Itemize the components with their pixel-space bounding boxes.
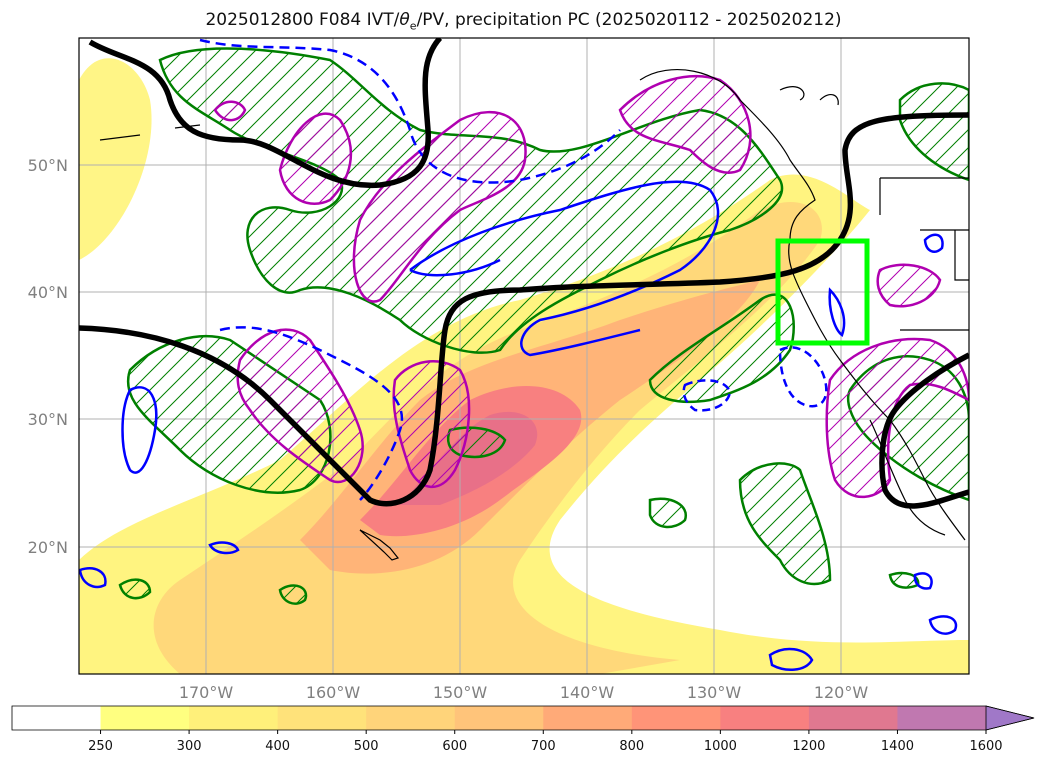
colorbar: 250 300 400 500 600 700 800 1000 1200 1400 1600 (11, 705, 1035, 754)
map-panel (79, 38, 969, 674)
lat-label-30n: 30°N (28, 410, 68, 429)
lon-label-160w: 160°W (306, 683, 361, 702)
colorbar-tick-label: 250 (88, 739, 113, 754)
lat-label-20n: 20°N (28, 538, 68, 557)
colorbar-tick-label: 1000 (704, 739, 737, 754)
ivt-band-250 (79, 58, 152, 261)
colorbar-cell (366, 706, 456, 730)
colorbar-tick-label: 1400 (881, 739, 914, 754)
lat-labels: 50°N 40°N 30°N 20°N (28, 156, 68, 557)
lon-label-130w: 130°W (687, 683, 742, 702)
chart-title: 2025012800 F084 IVT/θe/PV, precipitation… (205, 10, 842, 33)
lat-label-50n: 50°N (28, 156, 68, 175)
map-frame (78, 37, 970, 675)
colorbar-tick-label: 400 (265, 739, 290, 754)
coastlines (99, 69, 969, 561)
colorbar-cell (631, 706, 721, 730)
theta-e-contours (79, 38, 958, 671)
colorbar-cell (808, 706, 898, 730)
target-box (775, 238, 870, 346)
pv-contours (79, 38, 969, 509)
colorbar-cell (277, 706, 367, 730)
lon-label-150w: 150°W (433, 683, 488, 702)
colorbar-cell (897, 706, 987, 730)
colorbar-tick-label: 600 (442, 739, 467, 754)
colorbar-cells (12, 706, 987, 730)
colorbar-cell (720, 706, 810, 730)
colorbar-outline (11, 705, 1035, 731)
colorbar-tick-label: 700 (531, 739, 556, 754)
triangle-right-icon (985, 705, 1035, 731)
lon-label-140w: 140°W (560, 683, 615, 702)
magenta-contours (213, 75, 969, 499)
colorbar-labels: 250 300 400 500 600 700 800 1000 1200 1400 1600 (88, 730, 1003, 754)
lon-label-170w: 170°W (179, 683, 234, 702)
lon-label-120w: 120°W (814, 683, 869, 702)
colorbar-cell (189, 706, 279, 730)
colorbar-cell (543, 706, 633, 730)
colorbar-tick-label: 300 (177, 739, 202, 754)
lat-label-40n: 40°N (28, 283, 68, 302)
colorbar-cell (100, 706, 190, 730)
colorbar-cell (12, 706, 101, 730)
colorbar-cell (454, 706, 544, 730)
lon-labels: 170°W 160°W 150°W 140°W 130°W 120°W (179, 683, 869, 702)
colorbar-tick-label: 1200 (792, 739, 825, 754)
colorbar-tick-label: 1600 (969, 739, 1002, 754)
colorbar-tick-label: 500 (354, 739, 379, 754)
colorbar-tick-label: 800 (619, 739, 644, 754)
